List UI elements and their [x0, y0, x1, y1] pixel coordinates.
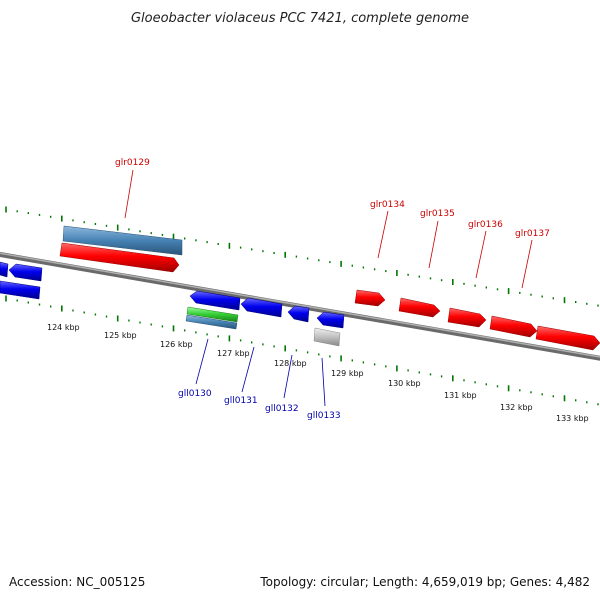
cds-bar-glr0129[interactable] — [62, 225, 183, 256]
tick-label-131: 131 kbp — [444, 391, 477, 400]
leader-gll0133 — [321, 357, 326, 407]
genome-summary-text: Topology: circular; Length: 4,659,019 bp… — [259, 575, 590, 589]
accession-text: Accession: NC_005125 — [9, 575, 145, 589]
tick-label-132: 132 kbp — [500, 403, 533, 412]
leader-glr0134 — [377, 210, 389, 259]
tick-label-124: 124 kbp — [47, 323, 80, 332]
gene-arrow-forward-edge[interactable] — [535, 325, 600, 351]
tick-label-126: 126 kbp — [160, 340, 193, 349]
leader-glr0136 — [475, 230, 487, 279]
leader-glr0135 — [428, 220, 439, 269]
gene-arrow-left-edge-3[interactable] — [0, 280, 41, 300]
gene-label-glr0129[interactable]: glr0129 — [115, 158, 150, 168]
map-title: Gloeobacter violaceus PCC 7421, complete… — [131, 11, 469, 26]
forward-gene-labels: glr0129 glr0134 glr0135 glr0136 glr0137 — [115, 158, 550, 289]
forward-strand-track — [59, 225, 600, 351]
gene-arrow-glr0129[interactable] — [59, 242, 180, 273]
tick-label-129: 129 kbp — [331, 369, 364, 378]
gene-label-gll0130[interactable]: gll0130 — [178, 389, 212, 399]
gene-label-gll0132[interactable]: gll0132 — [265, 404, 299, 414]
other-feature-bar[interactable] — [313, 327, 341, 347]
leader-gll0130 — [195, 338, 209, 385]
leader-glr0137 — [521, 239, 533, 289]
gene-arrow-gll0132[interactable] — [287, 305, 310, 323]
gene-arrow-left-edge-2[interactable] — [8, 263, 43, 282]
gene-arrow-glr0134[interactable] — [354, 289, 386, 307]
cds-bar-gll0130[interactable] — [185, 314, 238, 330]
leader-glr0129 — [124, 169, 134, 219]
gene-label-glr0137[interactable]: glr0137 — [515, 229, 550, 239]
genome-backbone — [0, 251, 600, 361]
gene-arrow-glr0136[interactable] — [447, 307, 487, 328]
gene-arrow-glr0137[interactable] — [489, 315, 538, 338]
reverse-gene-labels: gll0130 gll0131 gll0132 gll0133 — [178, 338, 341, 421]
tick-label-130: 130 kbp — [388, 379, 421, 388]
gene-arrow-gll0131[interactable] — [240, 297, 283, 318]
gene-label-glr0134[interactable]: glr0134 — [370, 200, 405, 210]
reverse-strand-track — [0, 261, 345, 347]
inner-tick-track — [5, 295, 599, 406]
gene-arrow-left-edge-1[interactable] — [0, 261, 9, 278]
gene-arrow-gll0130[interactable] — [189, 290, 241, 311]
gene-label-gll0131[interactable]: gll0131 — [224, 396, 258, 406]
rna-bar-gll0130[interactable] — [186, 306, 239, 323]
tick-label-127: 127 kbp — [217, 349, 250, 358]
tick-label-125: 125 kbp — [104, 331, 137, 340]
gene-arrow-gll0133[interactable] — [316, 311, 345, 329]
gene-label-glr0135[interactable]: glr0135 — [420, 209, 455, 219]
gene-arrow-glr0135[interactable] — [398, 297, 441, 318]
tick-label-133: 133 kbp — [556, 414, 589, 423]
gene-label-gll0133[interactable]: gll0133 — [307, 411, 341, 421]
outer-tick-track — [5, 206, 599, 307]
leader-gll0132 — [283, 354, 293, 399]
gene-label-glr0136[interactable]: glr0136 — [468, 220, 503, 230]
leader-gll0131 — [241, 346, 255, 393]
